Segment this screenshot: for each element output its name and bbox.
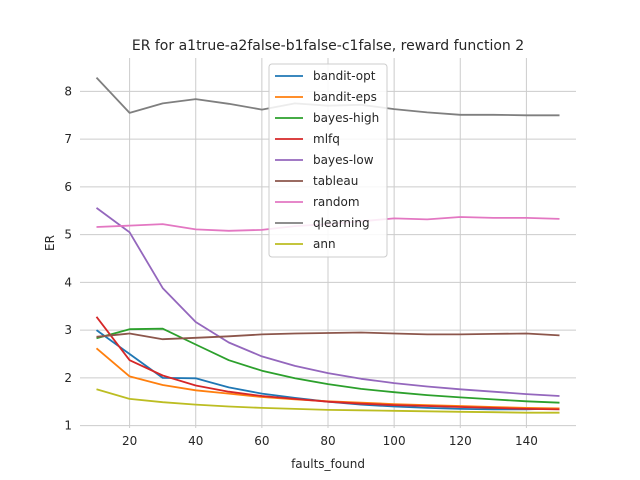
legend-item-qlearning: qlearning <box>275 216 370 230</box>
legend-label: bayes-high <box>313 111 379 125</box>
x-tick-label: 60 <box>254 434 269 448</box>
legend-label: mlfq <box>313 132 340 146</box>
x-tick-label: 80 <box>320 434 335 448</box>
series-line-ann <box>96 388 560 414</box>
legend-item-bayes-high: bayes-high <box>275 111 379 125</box>
legend: bandit-opt bandit-eps bayes-high mlfq bayes-… <box>268 63 388 258</box>
series-line-tableau <box>96 331 560 341</box>
y-tick-label: 6 <box>64 180 72 194</box>
legend-item-bandit-eps: bandit-eps <box>275 90 377 104</box>
x-tick-label: 40 <box>188 434 203 448</box>
y-tick-label: 5 <box>64 228 72 242</box>
y-tick-label: 2 <box>64 371 72 385</box>
series-line-bayes-low <box>95 207 560 397</box>
legend-item-tableau: tableau <box>275 174 358 188</box>
legend-label: bandit-eps <box>313 90 377 104</box>
legend-item-bandit-opt: bandit-opt <box>275 69 376 83</box>
x-axis-label: faults_found <box>291 457 365 471</box>
chart-title: ER for a1true-a2false-b1false-c1false, r… <box>132 38 524 54</box>
x-tick-label: 120 <box>449 434 472 448</box>
y-tick-label: 1 <box>64 419 72 433</box>
legend-item-ann: ann <box>275 237 336 251</box>
legend-item-random: random <box>275 195 360 209</box>
legend-label: qlearning <box>313 216 370 230</box>
legend-label: tableau <box>313 174 358 188</box>
y-axis-label: ER <box>43 235 57 251</box>
x-tick-label: 20 <box>122 434 137 448</box>
legend-item-bayes-low: bayes-low <box>275 153 374 167</box>
legend-label: ann <box>313 237 336 251</box>
y-tick-label: 4 <box>64 275 72 289</box>
y-tick-label: 7 <box>64 132 72 146</box>
y-tick-labels: 1 2 3 4 5 6 7 8 <box>64 84 72 432</box>
series-line-bayes-high <box>96 327 560 404</box>
y-tick-label: 3 <box>64 323 72 337</box>
y-tick-label: 8 <box>64 84 72 98</box>
series-line-mlfq <box>95 316 560 411</box>
x-tick-label: 100 <box>383 434 406 448</box>
legend-label: bayes-low <box>313 153 374 167</box>
legend-box <box>268 63 388 258</box>
legend-label: bandit-opt <box>313 69 376 83</box>
x-tick-labels: 20 40 60 80 100 120 140 <box>122 434 538 448</box>
legend-item-mlfq: mlfq <box>275 132 340 146</box>
legend-label: random <box>313 195 360 209</box>
x-tick-label: 140 <box>515 434 538 448</box>
